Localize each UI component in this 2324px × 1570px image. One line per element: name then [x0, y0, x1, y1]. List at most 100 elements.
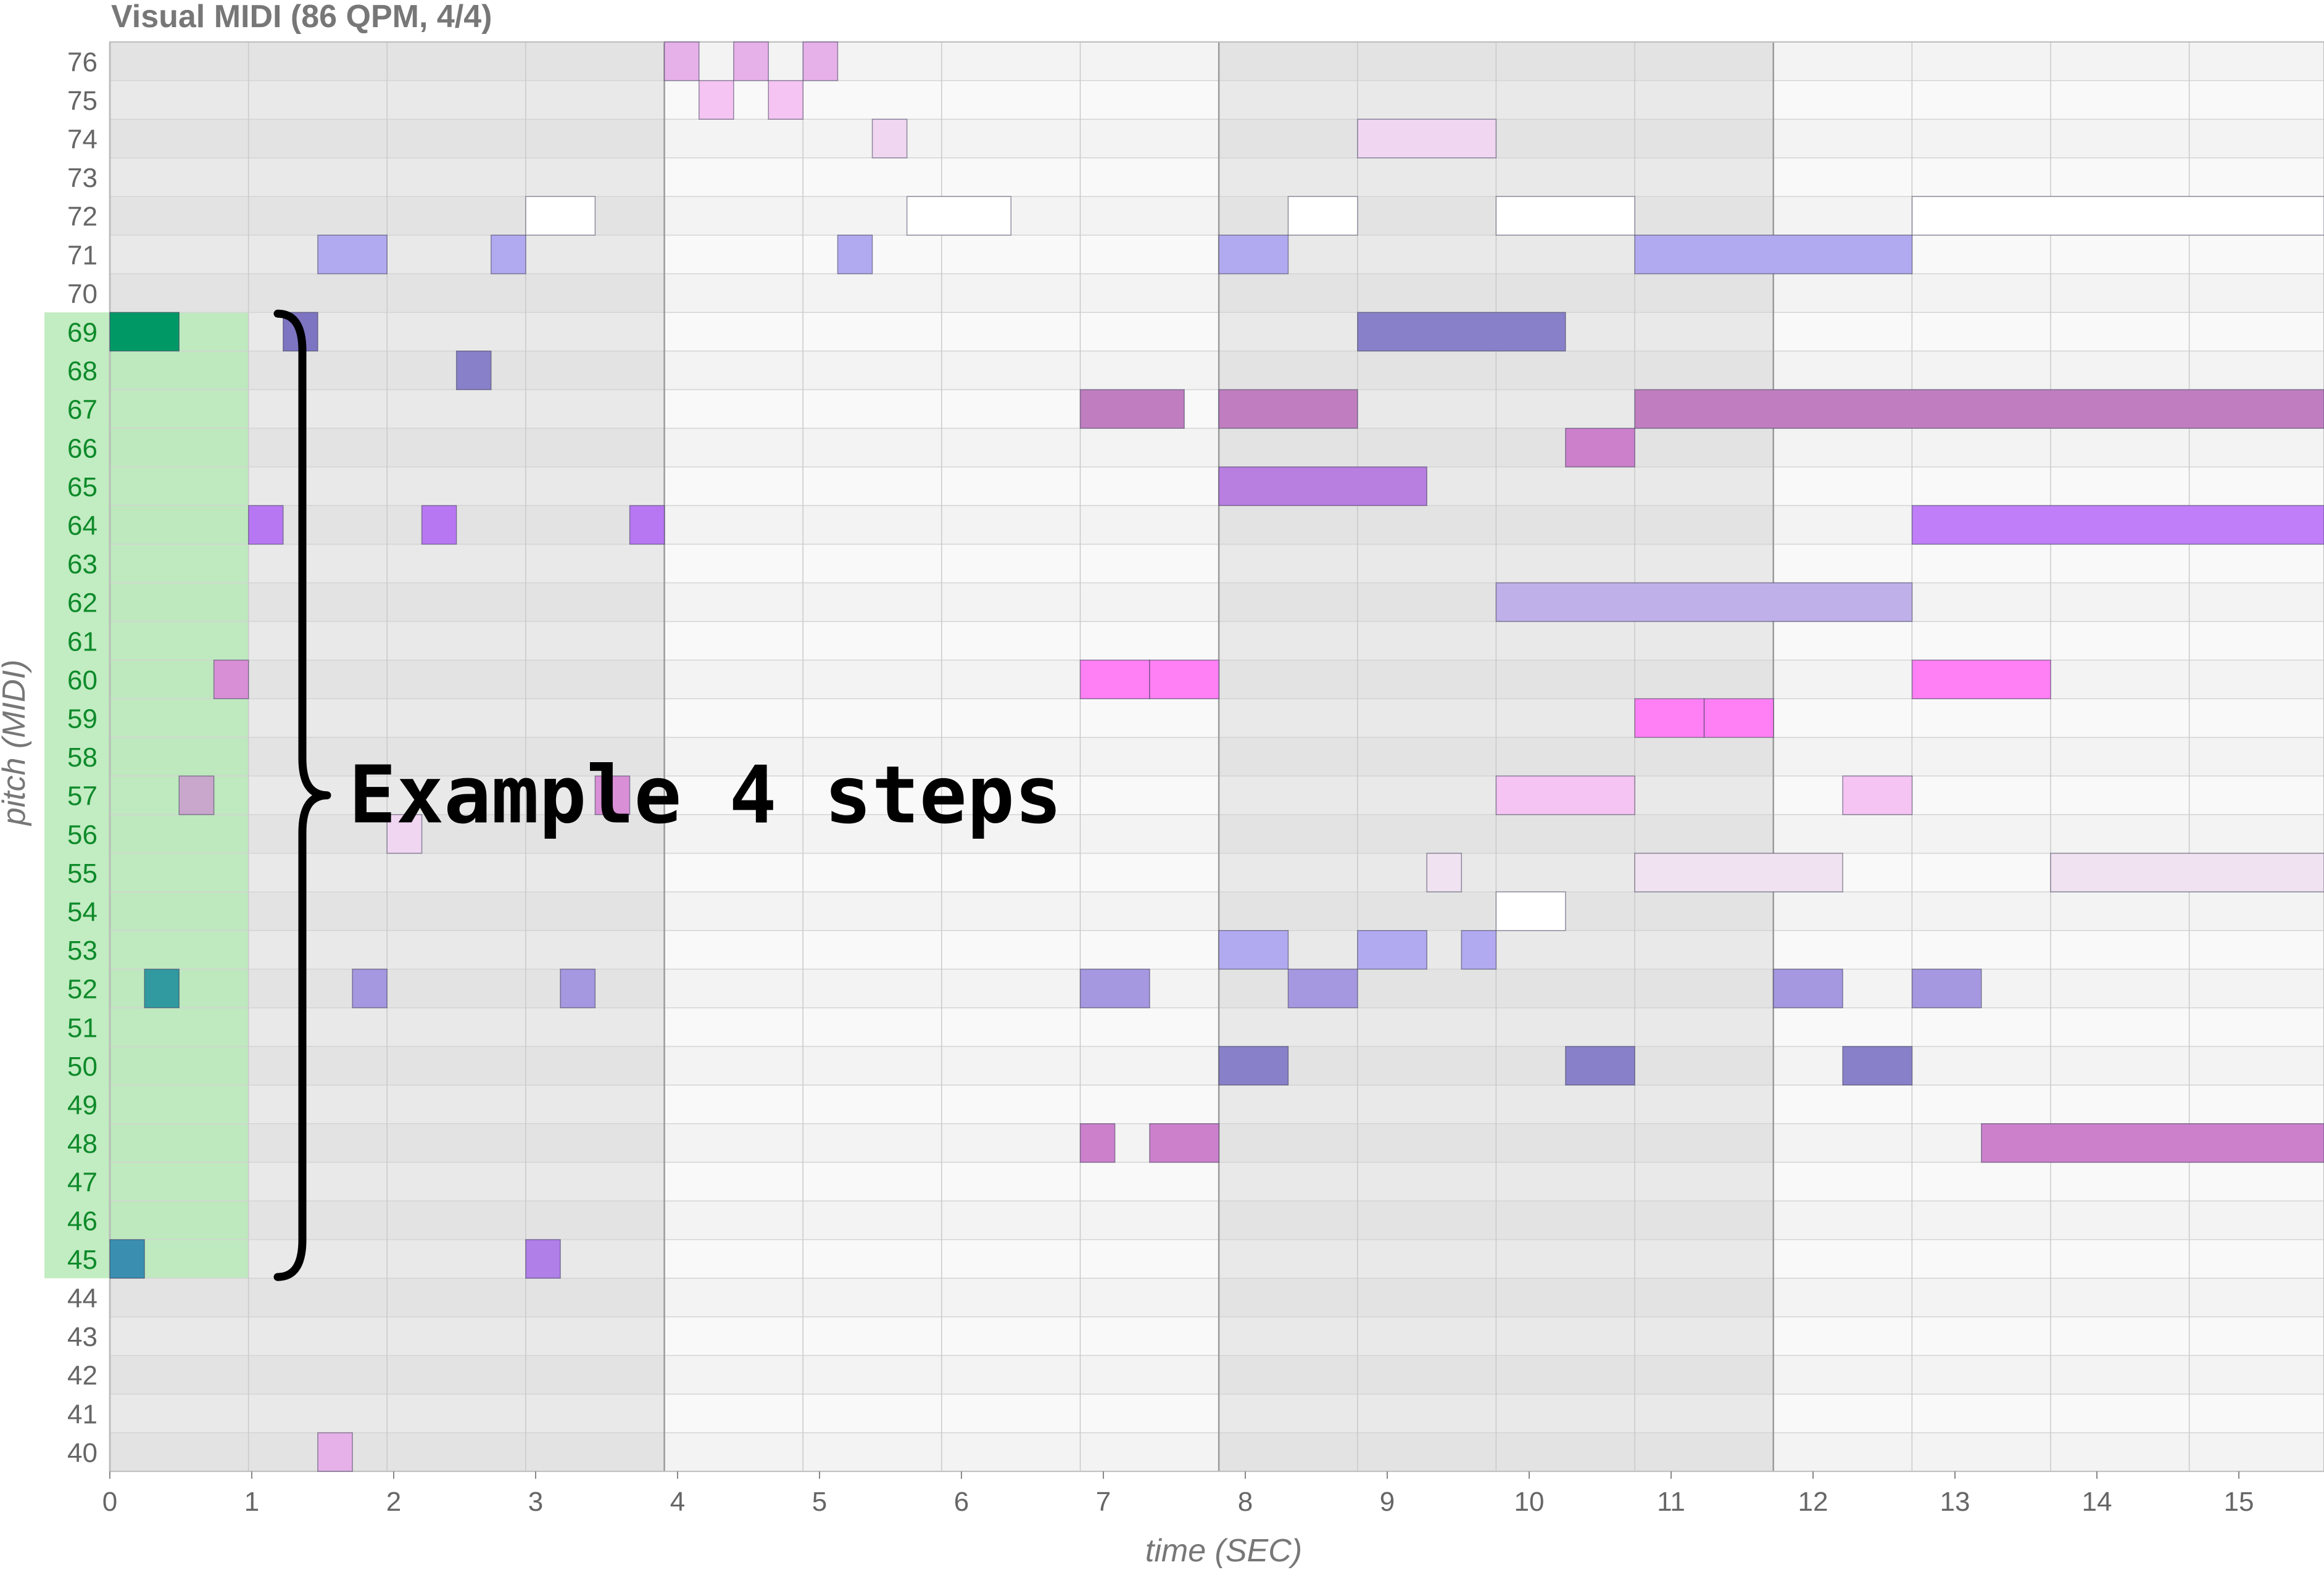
y-tick-label: 57	[67, 781, 98, 812]
annotation: Example 4 steps	[273, 309, 1062, 1281]
note-50	[1842, 1045, 1913, 1086]
y-tick-label: 53	[67, 936, 98, 966]
y-tick-label: 67	[67, 395, 98, 425]
x-tick-label: 12	[1798, 1487, 1828, 1517]
y-tick-label: 42	[67, 1361, 98, 1391]
note-69	[1357, 312, 1566, 352]
y-tick-label: 64	[67, 511, 98, 541]
note-67	[1079, 389, 1185, 429]
x-tick-label: 14	[2082, 1487, 2112, 1517]
x-tick-label: 3	[528, 1487, 543, 1517]
note-50	[1218, 1045, 1289, 1086]
highlight-band	[44, 312, 249, 1279]
note-57	[1495, 775, 1635, 815]
note-71	[1218, 235, 1289, 275]
y-tick-label: 69	[67, 318, 98, 348]
note-59	[1703, 698, 1774, 738]
y-tick-label: 70	[67, 279, 98, 309]
x-tick-label: 4	[670, 1487, 685, 1517]
note-71	[317, 235, 388, 275]
row-stripe	[110, 1355, 2324, 1394]
y-tick-label: 50	[67, 1052, 98, 1082]
x-axis-ticks: 0 1 2 3 4 5 6 7 8 9 10 11 12 13 14 15	[102, 1471, 2254, 1517]
note-60	[1911, 659, 2051, 699]
note-75	[768, 80, 804, 120]
x-tick-label: 5	[812, 1487, 827, 1517]
row-stripe	[110, 1047, 2324, 1086]
note-60	[1079, 659, 1150, 699]
y-tick-label: 52	[67, 974, 98, 1005]
notes-layer	[109, 41, 2324, 1472]
row-stripe	[110, 119, 2324, 158]
y-tick-label: 48	[67, 1129, 98, 1159]
note-45	[109, 1239, 145, 1279]
y-tick-label: 46	[67, 1206, 98, 1236]
x-tick-label: 15	[2224, 1487, 2254, 1517]
y-tick-label: 51	[67, 1013, 98, 1043]
row-stripe	[110, 1278, 2324, 1317]
y-tick-label: 63	[67, 549, 98, 579]
note-57	[178, 775, 215, 815]
y-tick-label: 41	[67, 1399, 98, 1429]
note-71	[491, 235, 526, 275]
note-76	[663, 41, 700, 81]
x-tick-label: 8	[1238, 1487, 1253, 1517]
note-53	[1461, 930, 1497, 970]
y-tick-label: 44	[67, 1284, 98, 1314]
y-tick-label: 43	[67, 1322, 98, 1352]
y-tick-label: 40	[67, 1438, 98, 1468]
note-59	[1634, 698, 1705, 738]
note-69	[109, 312, 180, 352]
note-40	[317, 1432, 353, 1472]
x-tick-label: 2	[386, 1487, 401, 1517]
note-64	[629, 505, 665, 545]
note-55	[1634, 852, 1843, 892]
bar-shading	[1773, 42, 2324, 1472]
y-tick-label: 45	[67, 1245, 98, 1275]
note-62	[1495, 582, 1913, 622]
note-74	[1357, 118, 1497, 159]
note-72	[1911, 196, 2324, 236]
y-tick-label: 73	[67, 163, 98, 193]
x-axis-label: time (SEC)	[1145, 1533, 1302, 1569]
note-45	[525, 1239, 561, 1279]
note-64	[247, 505, 284, 545]
note-55	[1426, 852, 1463, 892]
y-tick-label: 71	[67, 240, 98, 270]
note-75	[698, 80, 734, 120]
note-48	[1981, 1123, 2324, 1163]
note-55	[2050, 852, 2324, 892]
y-tick-label: 66	[67, 433, 98, 463]
y-tick-label: 54	[67, 897, 98, 928]
note-67	[1218, 389, 1358, 429]
note-74	[871, 118, 908, 159]
row-stripe	[110, 42, 2324, 81]
note-72	[525, 196, 596, 236]
note-52	[1079, 968, 1150, 1008]
y-tick-label: 56	[67, 820, 98, 850]
note-53	[1357, 930, 1427, 970]
note-72	[906, 196, 1012, 236]
brace-shape	[273, 309, 331, 1281]
x-tick-label: 6	[954, 1487, 969, 1517]
y-tick-label: 60	[67, 665, 98, 696]
note-60	[1149, 659, 1219, 699]
y-tick-label: 72	[67, 202, 98, 232]
note-52	[352, 968, 388, 1008]
note-52	[144, 968, 180, 1008]
note-72	[1495, 196, 1635, 236]
note-52	[1911, 968, 1982, 1008]
y-tick-label: 68	[67, 356, 98, 386]
row-stripe	[110, 1201, 2324, 1240]
x-tick-label: 10	[1514, 1487, 1545, 1517]
annotation-text: Example 4 steps	[349, 750, 1062, 842]
y-axis-label: pitch (MIDI)	[0, 660, 32, 827]
note-53	[1218, 930, 1289, 970]
note-60	[213, 659, 249, 699]
y-tick-label: 74	[67, 125, 98, 155]
note-48	[1149, 1123, 1219, 1163]
note-52	[1773, 968, 1843, 1008]
y-tick-label: 62	[67, 588, 98, 618]
y-tick-label: 55	[67, 858, 98, 889]
